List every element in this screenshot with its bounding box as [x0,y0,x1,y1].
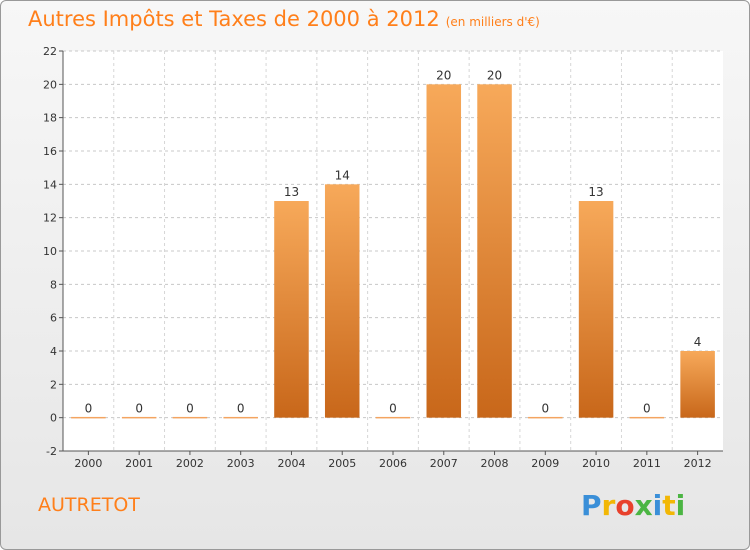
data-label: 13 [284,185,299,199]
x-tick-label: 2011 [633,457,661,470]
y-tick-label: 18 [43,112,57,125]
bar [71,416,106,419]
data-label: 20 [436,68,451,82]
bar [680,351,715,418]
y-tick-label: 4 [50,345,57,358]
y-tick-label: 10 [43,245,57,258]
data-label: 20 [487,68,502,82]
logo-letter: o [615,489,635,522]
x-tick-label: 2010 [582,457,610,470]
x-tick-label: 2007 [430,457,458,470]
y-tick-label: 12 [43,212,57,225]
data-label: 14 [335,168,350,182]
commune-name: AUTRETOT [38,494,140,516]
x-tick-label: 2000 [74,457,102,470]
logo-letter: i [675,489,686,522]
bar [578,201,614,418]
y-tick-label: 16 [43,145,57,158]
logo-letter: P [581,489,602,522]
bar [426,84,462,418]
bar [172,416,208,419]
x-tick-label: 2005 [328,457,356,470]
data-label: 4 [694,335,702,349]
x-tick-label: 2008 [481,457,509,470]
data-label: 0 [85,402,93,416]
bar [477,84,512,418]
data-label: 0 [643,402,651,416]
x-tick-label: 2002 [176,457,204,470]
bar [274,201,309,418]
data-label: 0 [237,402,245,416]
proxiti-logo: Proxiti [581,489,685,522]
y-tick-label: 8 [50,278,57,291]
y-tick-label: 0 [50,412,57,425]
logo-letter: r [601,489,616,522]
bar [324,184,360,418]
bar [121,416,157,419]
x-tick-label: 2003 [227,457,255,470]
y-tick-label: 20 [43,78,57,91]
y-tick-label: 22 [43,45,57,58]
data-label: 0 [135,402,143,416]
y-tick-label: 6 [50,312,57,325]
bar [223,416,258,419]
bar [375,416,411,419]
bar [528,416,563,419]
logo-letter: x [634,489,653,522]
chart-subtitle: (en milliers d'€) [445,15,540,29]
y-tick-label: 2 [50,378,57,391]
x-tick-label: 2006 [379,457,407,470]
y-tick-label: -2 [46,445,57,458]
data-label: 0 [541,402,549,416]
y-tick-label: 14 [43,178,57,191]
x-tick-label: 2004 [277,457,305,470]
chart-title: Autres Impôts et Taxes de 2000 à 2012 (en… [28,7,540,31]
data-label: 13 [588,185,603,199]
x-tick-label: 2009 [531,457,559,470]
data-label: 0 [186,402,194,416]
logo-letter: t [662,489,676,522]
x-tick-label: 2001 [125,457,153,470]
bar [629,416,665,419]
chart-title-text: Autres Impôts et Taxes de 2000 à 2012 [28,7,440,31]
x-tick-label: 2012 [684,457,712,470]
logo-letter: i [652,489,663,522]
data-label: 0 [389,402,397,416]
